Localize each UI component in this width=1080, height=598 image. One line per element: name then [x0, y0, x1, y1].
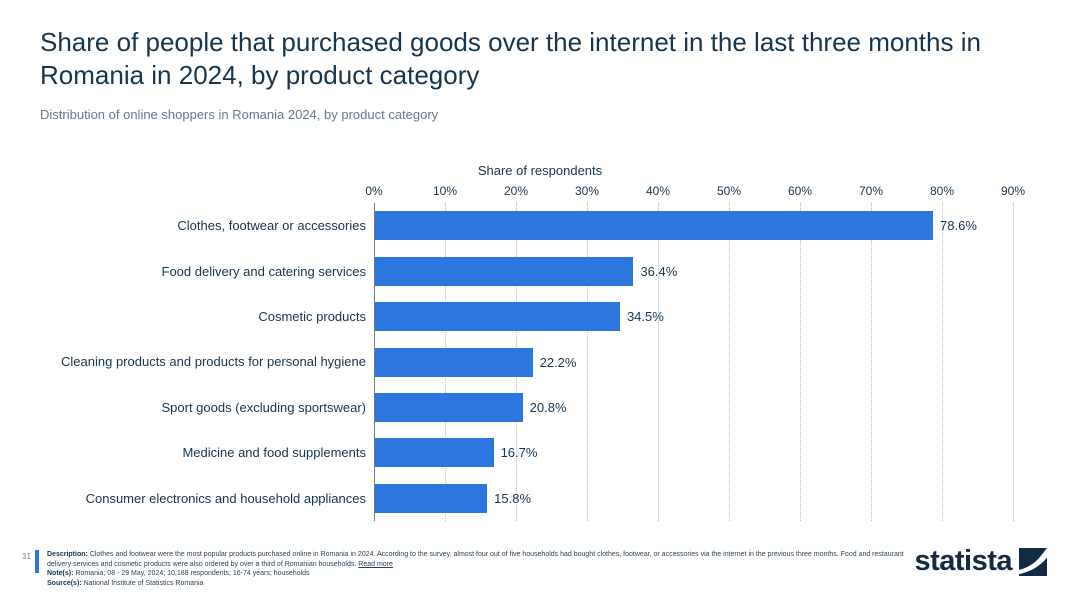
bar	[375, 438, 494, 468]
x-tick-label: 80%	[929, 184, 955, 198]
bar-value-label: 22.2%	[539, 354, 577, 370]
x-tick-label: 90%	[1000, 184, 1026, 198]
description-label: Description:	[47, 551, 88, 558]
statista-logo-mark-icon	[1019, 547, 1047, 576]
notes-text: Romania; 08 - 29 May, 2024; 10,188 respo…	[75, 570, 310, 578]
bar	[375, 256, 634, 286]
y-axis-line	[374, 203, 375, 521]
plot-area: 78.6% 36.4% 34.5% 22.2% 20.8% 16.7% 15.8%	[374, 203, 1080, 521]
footer-meta: Description: Clothes and footwear were t…	[47, 550, 909, 588]
x-tick-label: 40%	[645, 184, 671, 198]
page-title: Share of people that purchased goods ove…	[40, 27, 981, 91]
page-subtitle: Distribution of online shoppers in Roman…	[40, 107, 439, 122]
category-label: Medicine and food supplements	[182, 445, 366, 461]
gridline	[587, 203, 588, 521]
x-tick-label: 10%	[432, 184, 458, 198]
category-label: Cosmetic products	[258, 309, 366, 325]
bar	[375, 302, 620, 332]
gridline	[729, 203, 730, 521]
gridline	[658, 203, 659, 521]
x-tick-label: 30%	[574, 184, 600, 198]
category-label: Food delivery and catering services	[161, 263, 367, 279]
bar	[375, 347, 533, 377]
bar	[375, 483, 488, 513]
source-label: Source(s):	[47, 579, 82, 587]
x-axis-tick-row: 0% 10% 20% 30% 40% 50% 60% 70% 80% 90%	[365, 184, 1080, 200]
page-number: 31	[22, 552, 31, 561]
source-line: Source(s): National Institute of Statist…	[47, 579, 909, 589]
notes-line: Note(s): Romania; 08 - 29 May, 2024; 10,…	[47, 569, 909, 579]
bar	[375, 211, 934, 241]
category-label: Clothes, footwear or accessories	[177, 218, 366, 234]
category-label: Cleaning products and products for perso…	[61, 354, 366, 370]
statista-logo: statista	[914, 547, 1047, 576]
gridline	[871, 203, 872, 521]
x-tick-label: 60%	[787, 184, 813, 198]
bar-value-label: 15.8%	[494, 490, 532, 506]
x-tick-label: 0%	[365, 184, 383, 198]
bar-value-label: 78.6%	[940, 218, 977, 234]
category-label: Sport goods (excluding sportswear)	[161, 399, 367, 415]
bar-value-label: 16.7%	[500, 445, 538, 461]
accent-bar	[35, 550, 39, 573]
category-label: Consumer electronics and household appli…	[85, 490, 366, 506]
gridline	[800, 203, 801, 521]
x-tick-label: 50%	[716, 184, 742, 198]
bar-value-label: 20.8%	[529, 399, 567, 415]
read-more-link[interactable]: Read more	[358, 560, 393, 568]
source-text: National Institute of Statistics Romania	[83, 579, 204, 587]
notes-label: Note(s):	[47, 570, 74, 578]
x-axis-title: Share of respondents	[477, 163, 603, 178]
description-text: Clothes and footwear were the most popul…	[47, 551, 904, 568]
description-line: Description: Clothes and footwear were t…	[47, 550, 909, 569]
bar-value-label: 36.4%	[640, 263, 678, 279]
bar	[375, 392, 523, 422]
x-tick-label: 70%	[858, 184, 884, 198]
gridline	[1013, 203, 1014, 521]
x-tick-label: 20%	[503, 184, 529, 198]
bar-value-label: 34.5%	[626, 309, 664, 325]
category-label-column: Clothes, footwear or accessories Food del…	[0, 203, 366, 521]
statista-wordmark: statista	[914, 545, 1012, 577]
gridline	[942, 203, 943, 521]
